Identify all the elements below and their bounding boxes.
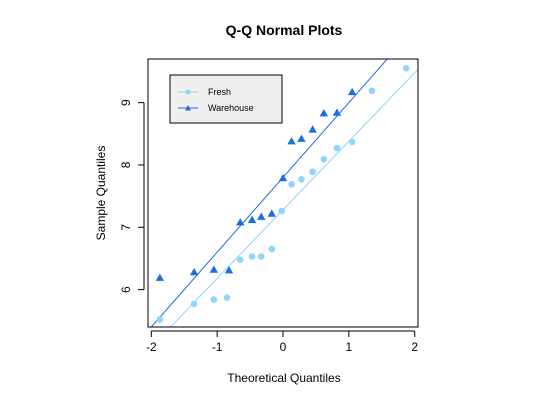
point-fresh [278,208,285,215]
point-warehouse [320,109,328,116]
point-fresh [237,256,244,263]
y-tick-label: 7 [119,224,133,231]
point-fresh [334,145,341,152]
point-fresh [349,139,356,146]
point-warehouse [297,135,305,142]
y-tick-label: 9 [119,99,133,106]
point-fresh [191,301,198,308]
point-warehouse [268,209,276,216]
point-fresh [157,316,164,323]
chart-title: Q-Q Normal Plots [226,22,343,38]
x-axis-label: Theoretical Quantiles [227,371,340,385]
point-warehouse [279,174,287,181]
legend-label-warehouse: Warehouse [208,103,254,113]
point-fresh [224,294,231,301]
point-fresh [258,253,265,260]
point-warehouse [248,216,256,223]
point-warehouse [348,88,356,95]
legend-label-fresh: Fresh [208,87,231,97]
point-warehouse [308,125,316,132]
x-tick-label: -1 [212,340,223,354]
x-tick-label: 2 [411,340,418,354]
x-tick-label: -2 [146,340,157,354]
point-warehouse [236,218,244,225]
point-warehouse [287,137,295,144]
x-tick-label: 0 [280,340,287,354]
point-fresh [211,296,218,303]
point-fresh [249,253,256,260]
legend-marker-fresh [186,90,191,95]
y-axis-label: Sample Quantiles [94,146,108,241]
point-fresh [269,246,276,253]
y-tick-label: 8 [119,161,133,168]
point-fresh [298,176,305,183]
axes: -2 -1 0 1 2 6 7 8 9 [119,99,418,354]
legend: Fresh Warehouse [170,75,282,123]
point-fresh [321,156,328,163]
point-fresh [288,181,295,188]
point-warehouse [190,268,198,275]
point-fresh [403,65,410,72]
y-tick-label: 6 [119,286,133,293]
point-warehouse [210,265,218,272]
x-tick-label: 1 [346,340,353,354]
point-fresh [369,87,376,94]
point-warehouse [257,212,265,219]
point-fresh [309,169,316,176]
legend-box [170,75,282,123]
point-warehouse [156,274,164,281]
